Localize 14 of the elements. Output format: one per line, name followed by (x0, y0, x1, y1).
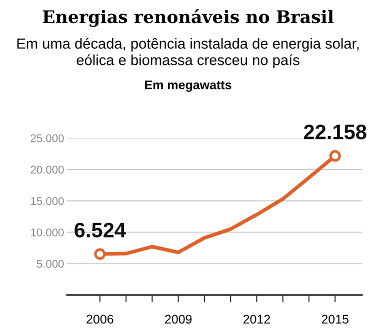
x-tick-label: 2012 (243, 314, 270, 324)
chart-title: Energias renonáveis no Brasil (42, 9, 334, 27)
y-tick-label: 10.000 (31, 228, 64, 236)
x-tick-label: 2015 (322, 314, 348, 324)
x-tick-label: 2009 (165, 314, 192, 324)
y-tick-label: 25.000 (30, 134, 64, 142)
x-tick-label: 2006 (86, 314, 114, 324)
chart-subtitle: Em uma década, potência instalada de energia solar, eólica e biomassa cresceu no país (17, 38, 359, 68)
y-tick-label: 5.000 (36, 260, 64, 268)
data-label: 6.524 (74, 222, 126, 238)
y-tick-label: 20.000 (30, 166, 64, 174)
text: Em megawatts (145, 80, 232, 92)
data-label: 22.158 (304, 124, 366, 140)
y-tick-label: 15.000 (31, 197, 64, 205)
